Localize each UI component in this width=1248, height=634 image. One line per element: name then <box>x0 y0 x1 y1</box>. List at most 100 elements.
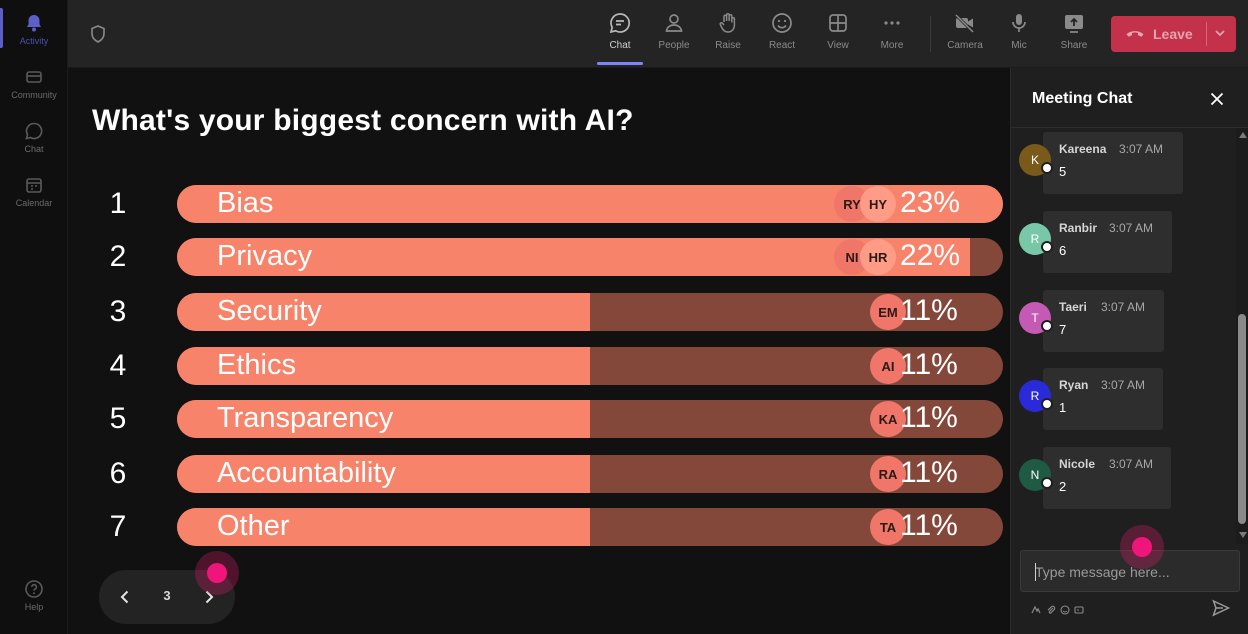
sender-name: Taeri <box>1059 300 1087 314</box>
voter-avatar: HY <box>860 186 896 222</box>
people-icon <box>661 10 687 36</box>
option-rank: 1 <box>109 187 127 220</box>
format-icon[interactable] <box>1031 602 1041 614</box>
message-bubble: Nicole 3:07 AM 2 <box>1043 447 1171 509</box>
smiley-icon <box>769 10 795 36</box>
toolbar-people-button[interactable]: People <box>648 10 700 51</box>
option-bar-fill <box>177 347 590 385</box>
message-bubble: Ranbir 3:07 AM 6 <box>1043 211 1172 273</box>
toolbar-mic-button[interactable]: Mic <box>993 10 1045 51</box>
option-bar-fill <box>177 293 590 331</box>
chevron-right-icon[interactable] <box>199 587 219 607</box>
message-text: 1 <box>1059 400 1067 415</box>
toolbar-chat-button[interactable]: Chat <box>594 10 646 51</box>
message-text: 5 <box>1059 164 1067 179</box>
compose-box[interactable] <box>1020 550 1240 592</box>
leave-button[interactable]: Leave <box>1111 16 1236 52</box>
toolbar-more-button[interactable]: More <box>866 10 918 51</box>
message-time: 3:07 AM <box>1119 142 1164 156</box>
poll-option: 4 Ethics AI 11% <box>68 347 1010 385</box>
close-icon[interactable] <box>1208 90 1226 108</box>
send-icon[interactable] <box>1211 598 1231 618</box>
toolbar-divider <box>930 16 931 52</box>
raise-hand-icon <box>715 10 741 36</box>
poll-question: What's your biggest concern with AI? <box>92 104 634 137</box>
toolbar-label: Chat <box>609 40 631 51</box>
message-input[interactable] <box>1035 562 1225 582</box>
poll-option: 1 Bias RY HY 23% <box>68 185 1010 223</box>
toolbar-label: Raise <box>715 40 741 51</box>
toolbar-share-button[interactable]: Share <box>1048 10 1100 51</box>
option-bar <box>177 508 1003 546</box>
option-rank: 5 <box>109 402 127 435</box>
rail-item-label: Help <box>24 602 44 612</box>
pointer-highlight <box>1120 525 1164 569</box>
option-label: Ethics <box>217 349 296 381</box>
rail-item-help[interactable]: Help <box>0 578 68 612</box>
toolbar-view-button[interactable]: View <box>812 10 864 51</box>
option-bar-fill <box>177 455 590 493</box>
option-bar-fill <box>177 400 590 438</box>
toolbar-label: Share <box>1060 40 1088 51</box>
message-bubble: Taeri 3:07 AM 7 <box>1043 290 1164 352</box>
message-time: 3:07 AM <box>1101 378 1146 392</box>
toolbar-label: More <box>880 40 904 51</box>
toolbar-react-button[interactable]: React <box>756 10 808 51</box>
calendar-icon <box>23 174 45 196</box>
option-label: Privacy <box>217 240 313 272</box>
option-percent: 11% <box>900 348 958 381</box>
share-icon <box>1061 10 1087 36</box>
poll-option: 5 Transparency KA 11% <box>68 400 1010 438</box>
camera-off-icon <box>952 10 978 36</box>
option-rank: 2 <box>109 240 127 273</box>
chevron-down-icon[interactable] <box>1213 26 1227 43</box>
voter-avatar: HR <box>860 239 896 275</box>
leave-divider <box>1206 22 1207 46</box>
option-percent: 23% <box>900 186 961 219</box>
poll-option: 7 Other TA 11% <box>68 508 1010 546</box>
rail-item-chat[interactable]: Chat <box>0 120 68 154</box>
option-rank: 7 <box>109 510 127 543</box>
sender-name: Ryan <box>1059 378 1089 392</box>
grid-view-icon <box>825 10 851 36</box>
shield-icon[interactable] <box>88 24 108 44</box>
voter-avatar: EM <box>870 294 906 330</box>
option-rank: 3 <box>109 295 127 328</box>
rail-item-label: Activity <box>19 36 49 46</box>
presence-status <box>1041 162 1053 174</box>
message-bubble: Ryan 3:07 AM 1 <box>1043 368 1163 430</box>
rail-item-label: Community <box>11 90 57 100</box>
toolbar-camera-button[interactable]: Camera <box>939 10 991 51</box>
rail-active-indicator <box>0 8 3 48</box>
toolbar-label: View <box>827 40 849 51</box>
bell-icon <box>23 12 45 34</box>
rail-item-activity[interactable]: Activity <box>0 12 68 46</box>
scroll-up-icon[interactable] <box>1239 132 1247 138</box>
option-label: Accountability <box>217 457 396 489</box>
option-rank: 4 <box>109 349 127 382</box>
scroll-down-icon[interactable] <box>1239 532 1247 538</box>
chevron-left-icon[interactable] <box>115 587 135 607</box>
chat-icon <box>607 10 633 36</box>
scrollbar-thumb[interactable] <box>1238 314 1246 524</box>
chat-scrollbar[interactable] <box>1236 128 1248 544</box>
chat-title: Meeting Chat <box>1032 90 1133 107</box>
attach-icon[interactable] <box>1046 602 1056 614</box>
emoji-icon[interactable] <box>1060 602 1070 615</box>
rail-item-label: Calendar <box>15 198 53 208</box>
poll-option: 2 Privacy NI HR 22% <box>68 238 1010 276</box>
presence-status <box>1041 477 1053 489</box>
sender-name: Kareena <box>1059 142 1107 156</box>
option-bar <box>177 455 1003 493</box>
community-icon <box>23 66 45 88</box>
message-time: 3:07 AM <box>1109 457 1154 471</box>
gif-icon[interactable] <box>1074 602 1084 614</box>
voter-avatar: KA <box>870 401 906 437</box>
rail-item-calendar[interactable]: Calendar <box>0 174 68 208</box>
voter-avatar: AI <box>870 348 906 384</box>
toolbar-raise-button[interactable]: Raise <box>702 10 754 51</box>
sender-name: Nicole <box>1059 457 1096 471</box>
mic-icon <box>1006 10 1032 36</box>
rail-item-community[interactable]: Community <box>0 66 68 100</box>
option-bar <box>177 347 1003 385</box>
